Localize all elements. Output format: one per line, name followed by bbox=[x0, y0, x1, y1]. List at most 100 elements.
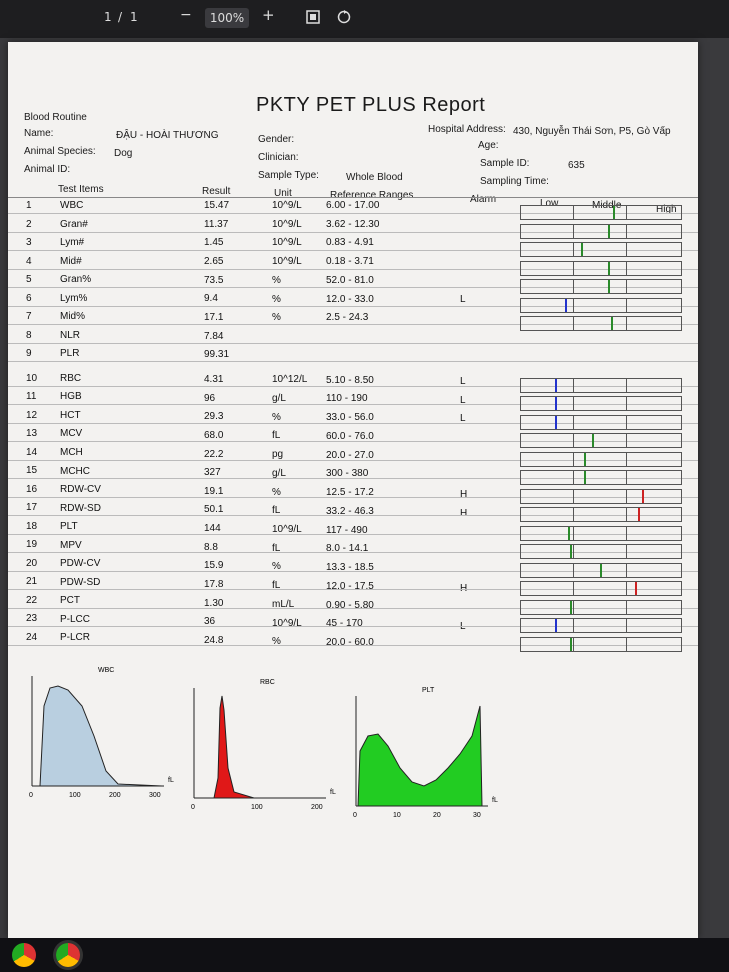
range-bar bbox=[520, 488, 682, 504]
range-divider bbox=[625, 618, 627, 632]
level-marker bbox=[569, 545, 572, 558]
reference-range: 117 - 490 bbox=[326, 524, 368, 536]
zoom-in-button[interactable]: + bbox=[262, 6, 275, 24]
unit-value: % bbox=[272, 312, 281, 324]
unit-value: 10^9/L bbox=[272, 200, 302, 211]
document-viewer[interactable]: PKTY PET PLUS Report Blood Routine Hospi… bbox=[0, 38, 729, 938]
range-divider bbox=[572, 205, 574, 219]
level-marker bbox=[635, 582, 638, 595]
header-rule bbox=[8, 197, 698, 198]
level-marker bbox=[555, 619, 558, 632]
range-divider bbox=[625, 599, 627, 614]
tick-label: 10 bbox=[393, 812, 401, 819]
range-divider bbox=[625, 544, 627, 558]
level-marker bbox=[584, 452, 586, 466]
histogram-label: WBC bbox=[98, 667, 114, 674]
test-item: RDW-CV bbox=[60, 484, 101, 496]
range-bar bbox=[520, 525, 682, 541]
row-number: 23 bbox=[26, 613, 38, 625]
col-alarm: Alarm bbox=[470, 194, 497, 205]
chrome-icon[interactable] bbox=[12, 943, 36, 967]
range-divider bbox=[625, 636, 627, 651]
level-marker bbox=[608, 224, 610, 238]
row-rule bbox=[8, 552, 698, 553]
range-divider bbox=[572, 618, 574, 632]
row-number: 19 bbox=[26, 539, 38, 551]
sampling-time-label: Sampling Time: bbox=[480, 176, 549, 187]
reference-range: 3.62 - 12.30 bbox=[326, 218, 380, 230]
level-marker bbox=[555, 378, 558, 392]
row-number: 1 bbox=[26, 200, 32, 211]
range-divider bbox=[572, 470, 574, 484]
test-item: MCV bbox=[60, 428, 83, 440]
row-number: 10 bbox=[26, 372, 38, 384]
test-item: HCT bbox=[60, 409, 81, 421]
range-bar bbox=[520, 414, 682, 430]
range-divider bbox=[625, 260, 627, 275]
fit-page-icon[interactable] bbox=[305, 9, 321, 28]
range-bar bbox=[520, 618, 682, 633]
result-value: 1.30 bbox=[204, 597, 224, 609]
reference-range: 300 - 380 bbox=[326, 468, 369, 480]
test-item: P-LCR bbox=[60, 632, 91, 644]
range-bar bbox=[520, 316, 682, 331]
alarm-flag: L bbox=[460, 375, 466, 387]
alarm-flag: L bbox=[460, 413, 466, 425]
zoom-level[interactable]: 100% bbox=[205, 8, 249, 28]
range-divider bbox=[625, 414, 627, 429]
range-divider bbox=[625, 396, 627, 410]
range-bar bbox=[520, 562, 682, 578]
pdf-toolbar: 1 / 1 − 100% + bbox=[0, 0, 729, 38]
result-value: 1.45 bbox=[204, 237, 224, 249]
row-rule bbox=[8, 533, 698, 535]
range-divider bbox=[572, 525, 574, 540]
reference-range: 20.0 - 27.0 bbox=[326, 449, 374, 461]
level-marker bbox=[600, 563, 602, 577]
rotate-icon[interactable] bbox=[336, 9, 352, 28]
page-current[interactable]: 1 bbox=[104, 10, 112, 24]
range-divider bbox=[572, 433, 574, 447]
range-bar bbox=[520, 260, 682, 276]
histogram-curve bbox=[356, 705, 483, 807]
row-number: 5 bbox=[26, 274, 32, 286]
level-marker bbox=[584, 471, 586, 484]
tick-label: 0 bbox=[353, 812, 357, 819]
range-divider bbox=[625, 470, 627, 484]
range-divider bbox=[625, 205, 627, 219]
row-rule bbox=[8, 385, 698, 387]
alarm-flag: H bbox=[460, 507, 468, 519]
unit-value: g/L bbox=[272, 467, 286, 479]
row-number: 14 bbox=[26, 446, 38, 458]
range-divider bbox=[572, 544, 574, 558]
hospital-label: Hospital Address: bbox=[428, 124, 506, 135]
result-value: 9.4 bbox=[204, 293, 218, 305]
row-number: 3 bbox=[26, 237, 32, 249]
result-value: 29.3 bbox=[204, 411, 224, 423]
row-rule bbox=[8, 644, 698, 646]
row-number: 21 bbox=[26, 576, 38, 588]
clinician-label: Clinician: bbox=[258, 152, 299, 163]
row-number: 12 bbox=[26, 409, 38, 421]
unit-value: 10^9/L bbox=[272, 256, 302, 268]
range-divider bbox=[625, 279, 627, 293]
range-divider bbox=[572, 581, 574, 595]
col-low: Low bbox=[540, 198, 559, 209]
alarm-flag: H bbox=[460, 583, 467, 594]
unit-value: 10^9/L bbox=[272, 218, 302, 230]
range-bar bbox=[520, 377, 682, 393]
level-marker bbox=[568, 526, 570, 540]
result-value: 96 bbox=[204, 392, 216, 404]
section-label: Blood Routine bbox=[24, 112, 87, 123]
range-divider bbox=[572, 223, 574, 238]
row-number: 18 bbox=[26, 520, 38, 532]
test-item: PCT bbox=[60, 595, 80, 607]
reference-range: 0.83 - 4.91 bbox=[326, 237, 374, 249]
reference-range: 33.0 - 56.0 bbox=[326, 412, 374, 424]
test-item: PLR bbox=[60, 348, 80, 360]
range-divider bbox=[572, 377, 574, 392]
reference-range: 12.0 - 17.5 bbox=[326, 580, 374, 592]
range-bar bbox=[520, 396, 682, 411]
col-reference: Reference Ranges bbox=[330, 190, 414, 201]
zoom-out-button[interactable]: − bbox=[180, 7, 192, 23]
chrome-icon[interactable] bbox=[56, 943, 80, 967]
